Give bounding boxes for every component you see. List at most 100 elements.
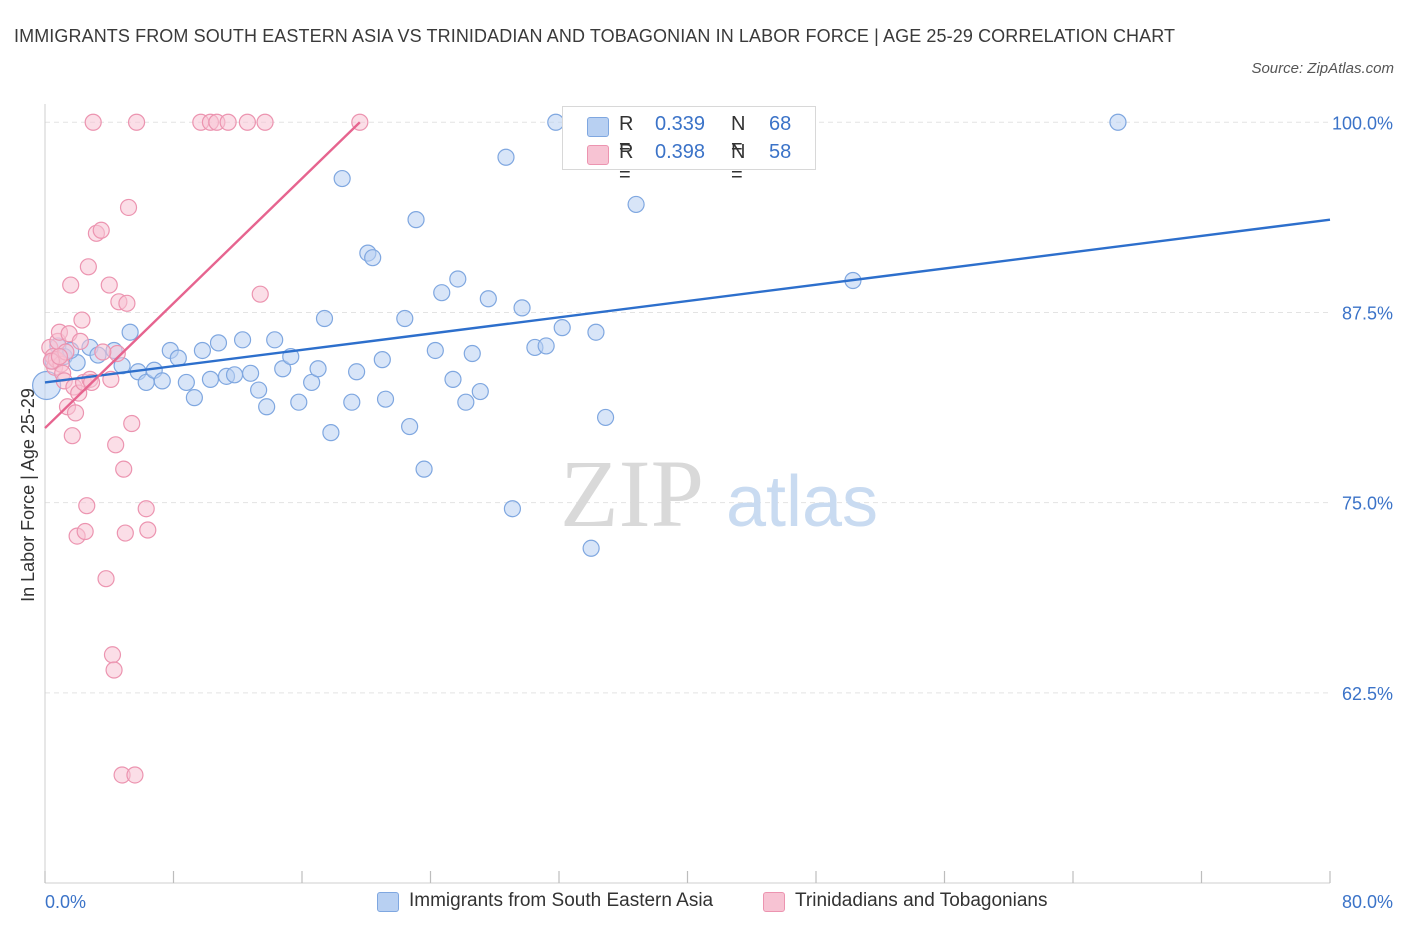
data-point-pink bbox=[78, 497, 96, 515]
series-name-pink: Trinidadians and Tobagonians bbox=[795, 890, 1048, 911]
data-point-pink bbox=[115, 460, 133, 478]
trend-line-pink bbox=[44, 121, 361, 429]
data-point-blue bbox=[193, 341, 212, 360]
data-point-pink bbox=[116, 524, 134, 542]
data-point-blue bbox=[250, 381, 268, 399]
chart-title: IMMIGRANTS FROM SOUTH EASTERN ASIA VS TR… bbox=[14, 26, 1176, 46]
data-points bbox=[32, 113, 1127, 784]
data-point-blue bbox=[242, 364, 260, 382]
trend-lines bbox=[44, 121, 1331, 429]
data-point-pink bbox=[76, 522, 94, 541]
axes bbox=[44, 104, 1331, 884]
data-point-blue bbox=[348, 363, 366, 381]
data-point-pink bbox=[119, 198, 138, 217]
data-point-pink bbox=[84, 113, 102, 131]
legend-r-label: R = bbox=[619, 141, 634, 186]
data-point-pink bbox=[256, 113, 274, 131]
trend-line-blue bbox=[44, 218, 1331, 384]
data-point-blue bbox=[266, 331, 284, 349]
data-point-pink bbox=[63, 427, 81, 445]
data-point-pink bbox=[94, 343, 112, 361]
x-tick-label: 0.0% bbox=[45, 892, 86, 912]
data-point-pink bbox=[219, 113, 237, 131]
data-point-pink bbox=[238, 113, 256, 131]
data-point-blue bbox=[333, 169, 351, 188]
data-point-pink bbox=[71, 332, 89, 350]
data-point-blue bbox=[627, 195, 645, 214]
watermark: ZIP atlas bbox=[560, 440, 878, 547]
watermark-atlas: atlas bbox=[726, 462, 878, 542]
legend-r-value: 0.398 bbox=[655, 141, 706, 163]
data-point-blue bbox=[463, 344, 481, 363]
data-point-blue bbox=[396, 309, 414, 328]
data-point-blue bbox=[497, 148, 515, 166]
data-point-blue bbox=[185, 389, 203, 407]
data-point-pink bbox=[126, 766, 144, 784]
data-point-pink bbox=[100, 276, 118, 294]
data-point-blue bbox=[596, 408, 615, 427]
y-axis-label: In Labor Force | Age 25-29 bbox=[18, 388, 38, 602]
data-point-blue bbox=[513, 299, 531, 317]
tick-labels: 100.0% 87.5% 75.0% 62.5% 0.0% 80.0% bbox=[45, 113, 1393, 912]
data-point-blue bbox=[201, 370, 220, 388]
legend-n-value: 58 bbox=[769, 141, 792, 163]
legend-r-value: 0.339 bbox=[655, 113, 706, 135]
data-point-blue bbox=[258, 398, 276, 416]
legend-n-label: N = bbox=[731, 113, 746, 158]
data-point-pink bbox=[73, 311, 91, 329]
data-point-blue bbox=[479, 290, 497, 308]
data-point-pink bbox=[79, 258, 97, 276]
data-point-blue bbox=[376, 390, 395, 408]
grid-lines bbox=[45, 121, 1330, 694]
y-tick-label: 87.5% bbox=[1342, 303, 1393, 323]
data-point-pink bbox=[107, 436, 125, 454]
legend-swatch-pink bbox=[587, 145, 609, 165]
data-point-blue bbox=[449, 270, 467, 288]
data-point-blue bbox=[315, 309, 334, 328]
data-point-pink bbox=[251, 285, 269, 303]
y-tick-label: 75.0% bbox=[1342, 494, 1393, 514]
data-point-pink bbox=[50, 347, 69, 366]
legend-swatch-blue bbox=[587, 117, 609, 137]
data-point-pink bbox=[123, 414, 141, 433]
series-swatch-pink bbox=[763, 892, 785, 912]
data-point-blue bbox=[233, 331, 252, 349]
y-tick-label: 62.5% bbox=[1342, 684, 1393, 704]
data-point-pink bbox=[105, 661, 123, 679]
data-point-blue bbox=[401, 417, 419, 436]
data-point-blue bbox=[433, 284, 451, 302]
data-point-blue bbox=[274, 360, 292, 378]
data-point-pink bbox=[137, 500, 155, 518]
data-point-blue bbox=[309, 360, 327, 378]
source-credit: Source: ZipAtlas.com bbox=[1251, 60, 1394, 77]
data-point-blue bbox=[471, 382, 489, 401]
data-point-blue bbox=[444, 370, 462, 388]
data-point-pink bbox=[66, 404, 85, 422]
data-point-blue bbox=[1109, 113, 1127, 131]
data-point-blue bbox=[587, 323, 605, 341]
data-point-blue bbox=[373, 351, 391, 369]
data-point-pink bbox=[97, 570, 115, 588]
data-point-blue bbox=[503, 500, 522, 518]
data-point-blue bbox=[582, 539, 600, 557]
data-point-blue bbox=[343, 393, 361, 411]
data-point-blue bbox=[322, 424, 340, 442]
data-point-pink bbox=[127, 113, 146, 131]
data-point-blue bbox=[209, 334, 228, 352]
data-point-blue bbox=[153, 372, 171, 390]
legend-r-label: R = bbox=[619, 113, 634, 158]
series-swatch-blue bbox=[377, 892, 399, 912]
data-point-blue bbox=[426, 341, 444, 360]
data-point-pink bbox=[118, 294, 136, 312]
correlation-legend: R = 0.339 N = 68 R = 0.398 N = 58 bbox=[562, 106, 816, 186]
data-point-blue bbox=[407, 211, 425, 229]
data-point-pink bbox=[62, 276, 80, 294]
data-point-blue bbox=[290, 393, 308, 411]
data-point-blue bbox=[537, 337, 555, 355]
data-point-blue bbox=[225, 366, 244, 384]
legend-n-label: N = bbox=[731, 141, 746, 186]
data-point-blue bbox=[364, 249, 382, 267]
data-point-blue bbox=[121, 323, 139, 341]
y-tick-label: 100.0% bbox=[1332, 113, 1393, 133]
